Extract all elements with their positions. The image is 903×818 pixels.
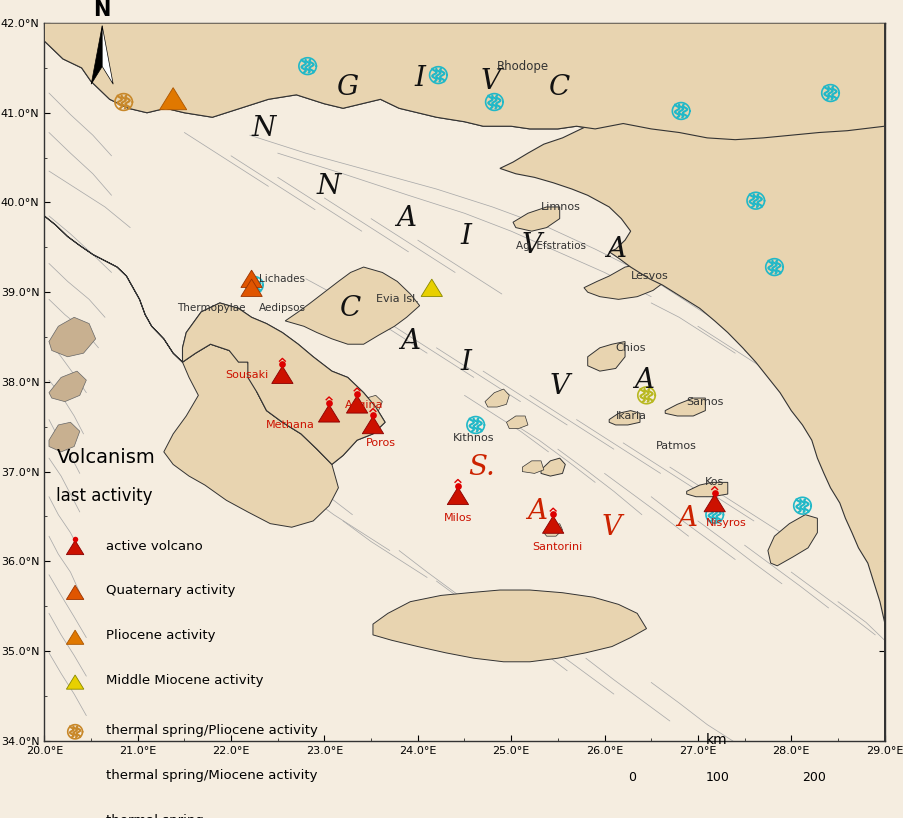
Polygon shape (44, 23, 385, 465)
Polygon shape (512, 207, 559, 231)
Polygon shape (44, 23, 884, 140)
Text: A: A (605, 236, 625, 263)
Text: Limnos: Limnos (540, 202, 581, 212)
Polygon shape (49, 422, 79, 452)
Text: Sousaki: Sousaki (225, 371, 268, 380)
Bar (632, 758, 675, 766)
Polygon shape (542, 516, 563, 533)
Text: S.: S. (468, 454, 494, 481)
Polygon shape (544, 524, 562, 536)
Polygon shape (49, 317, 96, 357)
Polygon shape (583, 263, 665, 299)
Polygon shape (767, 515, 816, 566)
Text: thermal spring: thermal spring (106, 814, 203, 818)
Polygon shape (163, 344, 338, 528)
Text: Kithnos: Kithnos (452, 433, 494, 443)
Text: V: V (480, 68, 500, 95)
Text: A: A (633, 366, 653, 393)
Polygon shape (506, 416, 527, 429)
Text: Kos: Kos (704, 478, 724, 488)
Polygon shape (49, 371, 86, 402)
Text: 0: 0 (628, 771, 636, 784)
Polygon shape (66, 585, 84, 600)
Polygon shape (587, 342, 624, 371)
Polygon shape (485, 389, 508, 407)
Text: Lesvos: Lesvos (630, 271, 667, 281)
Text: Santorini: Santorini (532, 542, 582, 551)
Text: 100: 100 (704, 771, 729, 784)
Polygon shape (91, 25, 102, 84)
Text: thermal spring/Miocene activity: thermal spring/Miocene activity (106, 769, 317, 782)
Polygon shape (522, 461, 544, 474)
Text: A: A (396, 205, 416, 232)
Text: active volcano: active volcano (106, 540, 202, 553)
Text: Thermopylae: Thermopylae (177, 303, 245, 313)
Text: thermal spring/Pliocene activity: thermal spring/Pliocene activity (106, 725, 318, 737)
Polygon shape (373, 590, 646, 662)
Polygon shape (284, 267, 419, 344)
Polygon shape (240, 279, 262, 296)
Polygon shape (240, 270, 262, 287)
Text: I: I (461, 348, 471, 375)
Text: G: G (336, 74, 358, 101)
Polygon shape (421, 279, 442, 296)
Polygon shape (686, 483, 727, 497)
Text: Milos: Milos (443, 513, 471, 523)
Polygon shape (160, 88, 187, 110)
Bar (675, 758, 717, 766)
Text: C: C (340, 294, 361, 321)
Text: Pliocene activity: Pliocene activity (106, 629, 215, 642)
Polygon shape (447, 488, 468, 505)
Text: A: A (676, 505, 696, 532)
Text: V: V (601, 514, 621, 541)
Text: C: C (548, 74, 570, 101)
Polygon shape (272, 366, 293, 384)
Text: Patmos: Patmos (656, 442, 696, 452)
Text: 200: 200 (801, 771, 824, 784)
Text: Poros: Poros (365, 438, 395, 448)
Text: km: km (705, 733, 727, 747)
Polygon shape (102, 25, 113, 84)
Text: V: V (521, 232, 541, 259)
Bar (759, 758, 802, 766)
Text: last activity: last activity (56, 487, 153, 505)
Polygon shape (66, 630, 84, 645)
Text: Lichades: Lichades (259, 274, 304, 284)
Text: I: I (414, 65, 424, 92)
Polygon shape (499, 23, 884, 741)
Text: I: I (461, 223, 471, 250)
Polygon shape (359, 395, 382, 413)
Text: A: A (526, 498, 546, 525)
Text: Methana: Methana (265, 420, 314, 430)
Polygon shape (182, 303, 385, 465)
Text: Quaternary activity: Quaternary activity (106, 584, 235, 597)
Text: Ag. Efstratios: Ag. Efstratios (516, 240, 585, 250)
Bar (717, 758, 759, 766)
Polygon shape (540, 458, 564, 476)
Text: A: A (400, 328, 420, 355)
Text: Chios: Chios (615, 343, 646, 353)
Polygon shape (346, 396, 368, 413)
Text: Rhodope: Rhodope (497, 60, 549, 73)
Polygon shape (44, 23, 884, 140)
Text: N: N (317, 173, 340, 200)
Text: Middle Miocene activity: Middle Miocene activity (106, 674, 263, 687)
Text: Ikaria: Ikaria (615, 411, 646, 421)
Text: Nisyros: Nisyros (704, 519, 746, 528)
Polygon shape (66, 541, 84, 555)
Text: N: N (251, 115, 275, 142)
Polygon shape (362, 416, 383, 434)
Polygon shape (703, 494, 724, 512)
Text: V: V (549, 373, 569, 400)
Polygon shape (665, 398, 704, 416)
Text: Aedipsos: Aedipsos (259, 303, 306, 313)
Polygon shape (318, 405, 340, 422)
Text: Samos: Samos (686, 397, 723, 407)
Polygon shape (66, 675, 84, 690)
Text: Aegina: Aegina (345, 400, 384, 410)
Text: N: N (93, 0, 111, 20)
Text: Evia Isl.: Evia Isl. (376, 294, 418, 304)
Polygon shape (609, 411, 639, 425)
Text: Volcanism: Volcanism (56, 448, 155, 467)
